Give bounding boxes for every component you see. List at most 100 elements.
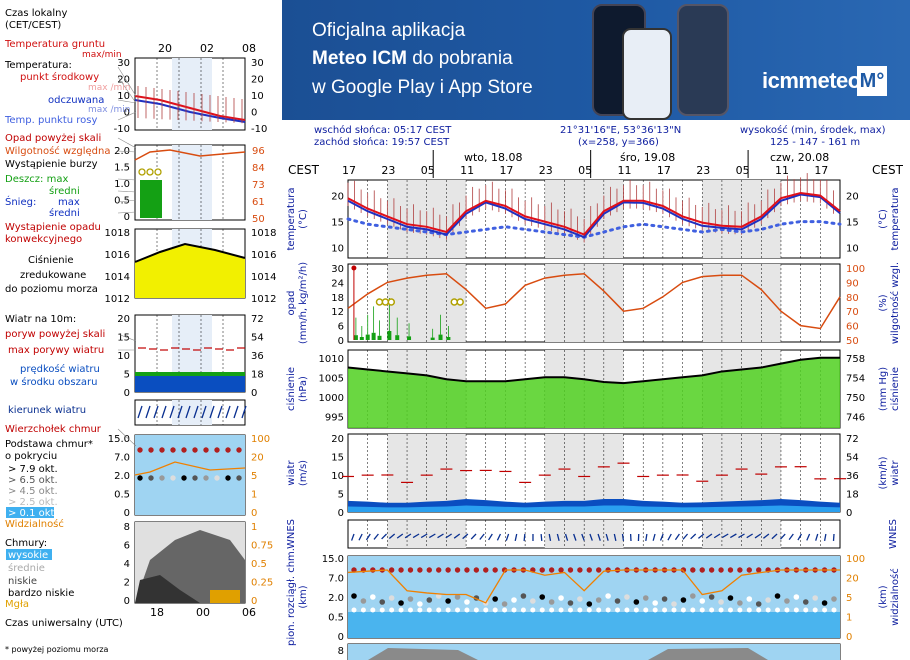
cloud-top-dot <box>473 567 480 573</box>
wind-dir-arrow <box>621 533 625 542</box>
hour-tick: 11 <box>460 164 474 177</box>
wind-dir-arrow <box>659 533 664 541</box>
wind-dir-arrow <box>479 533 485 540</box>
legend-conv: Wystąpienie opadu <box>5 222 101 233</box>
wind-dir-arrow <box>445 533 452 539</box>
legend-cloud-dot <box>137 475 143 481</box>
wind-tick: 5 <box>338 490 344 501</box>
wind-dir-arrow <box>823 533 827 542</box>
legend-cov-tick: 2 <box>124 578 130 589</box>
wind-title: wiatr <box>286 460 297 486</box>
cloud-top-dot <box>699 567 705 573</box>
cloud-base-dot <box>426 597 433 603</box>
cloud-base-dot <box>351 593 357 599</box>
wind-dir-arrow <box>573 533 577 541</box>
rain-bar <box>387 331 392 340</box>
hour-tick: 17 <box>814 164 828 177</box>
wind-tick: 20 <box>331 434 344 445</box>
cloud-base-dot <box>784 598 790 604</box>
cloud-base-dot-low <box>756 607 762 613</box>
temp-tick-r: 15 <box>846 218 859 229</box>
cest-left: CEST <box>288 163 320 177</box>
temp-tick: 15 <box>331 218 344 229</box>
wind-tick-r: 36 <box>846 471 859 482</box>
legend-wind-tick-r: 36 <box>251 351 264 362</box>
sunset-text: zachód słońca: 19:57 CEST <box>314 136 450 148</box>
grid-text: (x=258, y=366) <box>578 137 659 148</box>
cloud-base-dot-low <box>492 607 498 613</box>
cloud-base-dot <box>530 598 536 604</box>
temp-tick-r: 10 <box>846 244 859 255</box>
cloud-top-dot <box>426 567 432 573</box>
legend-cloud-top: Wierzchołek chmur <box>5 424 102 435</box>
cloud-top-dot <box>398 567 404 573</box>
legend-storm: Wystąpienie burzy <box>5 159 98 170</box>
legend-high: wysokie <box>8 550 48 561</box>
legend-wind-arrow <box>193 405 199 419</box>
legend-cloud-dot <box>203 475 209 481</box>
legend-cloud-top-dot <box>225 447 231 453</box>
wind-dir-arrow <box>404 533 412 539</box>
legend-utc-tick: 00 <box>196 606 210 619</box>
legend-hum-line <box>134 149 246 161</box>
legend-vis-line <box>134 461 246 476</box>
pressure-area <box>348 357 840 428</box>
hum-tick: 60 <box>846 322 859 333</box>
phone-image <box>677 4 729 116</box>
wind-dir-arrow <box>788 533 794 541</box>
legend-night-band <box>172 400 212 425</box>
pressure-line <box>347 356 840 385</box>
cloud-top-dot <box>407 567 414 573</box>
legend-cov-tick: 6 <box>124 541 130 552</box>
legend-time-tick: 08 <box>242 42 256 55</box>
wind-dir-arrow <box>815 533 819 541</box>
cloud-base-dot-low <box>793 607 799 613</box>
legend-vis-tick: 1 <box>251 490 257 501</box>
dew-point-line <box>346 217 842 239</box>
legend-visibility: Widzialność <box>5 518 64 530</box>
hour-tick: 05 <box>578 164 592 177</box>
coverage-area <box>648 648 768 660</box>
elevation-values: 125 - 147 - 161 m <box>770 137 860 148</box>
cloud-base-dot <box>407 596 414 602</box>
cloud-base-dot <box>737 600 743 606</box>
cloud-top-dot <box>596 567 602 573</box>
legend-cov-tick: 8 <box>124 522 130 533</box>
hum-unit: (%) <box>878 294 889 311</box>
wind-dir-arrow <box>453 533 461 539</box>
legend-temp-tick-r: 30 <box>251 58 264 69</box>
legend-conv2: konwekcyjnego <box>5 234 82 245</box>
cloud-top-dot <box>464 567 470 573</box>
wind-unit: (m/s) <box>298 460 309 486</box>
feels-like-line <box>347 193 841 239</box>
cloud-top-dot <box>388 567 395 573</box>
cloud-base-dot <box>812 595 818 601</box>
meteo-badge-icon: M° <box>857 66 887 96</box>
legend-snow: Śnieg: <box>5 195 36 208</box>
cloud-base-dot <box>614 598 621 604</box>
vis-tick: 100 <box>846 554 865 565</box>
cloud-base-dot-low <box>407 607 413 613</box>
sunrise-text: wschód słońca: 05:17 CEST <box>314 124 452 136</box>
app-banner[interactable]: Oficjalna aplikacja Meteo ICM do pobrani… <box>282 0 910 120</box>
legend-precip-tick: 1.5 <box>114 163 130 174</box>
wind-dir-arrow <box>564 533 569 541</box>
cloud-top-dot <box>539 567 545 573</box>
cloud-base-dot-low <box>690 607 696 613</box>
pres-tick-r: 746 <box>846 412 865 423</box>
cloud-top-dot <box>483 567 489 573</box>
banner-line2: Meteo ICM do pobrania <box>312 48 513 70</box>
legend-mid: średnie <box>8 562 45 574</box>
legend-temp-tick: 10 <box>117 91 130 102</box>
wind-dir-arrow <box>779 533 786 540</box>
hour-tick: 17 <box>657 164 671 177</box>
legend-cov-tick: 4 <box>124 559 130 570</box>
cloud-base-dot <box>633 599 640 605</box>
hum-tick: 70 <box>846 307 859 318</box>
legend-temp-line <box>134 95 246 121</box>
cloud-base-dot <box>699 598 706 604</box>
cloud-top-dot <box>756 567 762 573</box>
wind-dir-arrow <box>754 533 762 539</box>
humidity-line <box>347 272 841 330</box>
cloud-base-dot <box>370 594 376 600</box>
